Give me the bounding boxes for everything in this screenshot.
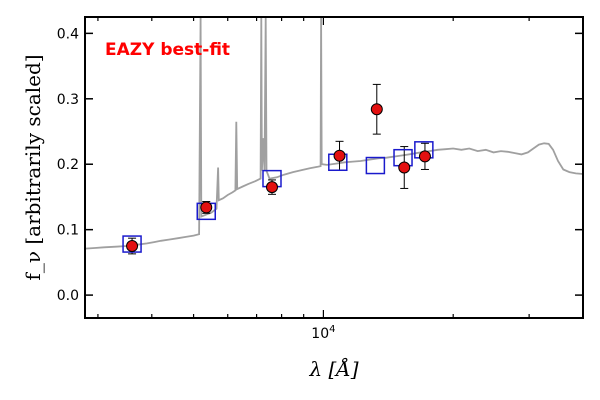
observed-photometry-point <box>370 103 383 116</box>
fit-annotation: EAZY best-fit <box>105 40 230 60</box>
model-photometry-marker <box>365 156 386 175</box>
template-spectrum-layer <box>84 16 584 250</box>
y-ticks: 0.0 0.1 0.2 0.3 0.4 <box>57 26 583 304</box>
observed-photometry-point <box>126 240 139 253</box>
model-photometry-layer <box>122 141 434 253</box>
observed-photometry-layer <box>126 103 431 253</box>
x-tick-label: 104 <box>311 324 335 342</box>
observed-photometry-point <box>200 201 213 214</box>
x-ticks: 104 <box>97 17 584 342</box>
y-tick-label: 0.4 <box>57 26 79 42</box>
observed-photometry-point <box>333 149 346 162</box>
y-tick-label: 0.2 <box>57 157 79 173</box>
y-axis-label: f_ν [arbitrarily scaled] <box>21 54 45 280</box>
observed-photometry-point <box>418 150 431 163</box>
plot-frame <box>84 16 584 319</box>
x-axis-label: λ [Å] <box>308 356 358 381</box>
observed-photometry-point <box>398 161 411 174</box>
template-spectrum-line <box>84 16 584 250</box>
y-tick-label: 0.0 <box>57 288 79 304</box>
y-tick-label: 0.3 <box>57 92 79 108</box>
observed-photometry-point <box>265 181 278 194</box>
model-photometry-marker <box>122 235 142 253</box>
y-tick-label: 0.1 <box>57 223 79 239</box>
